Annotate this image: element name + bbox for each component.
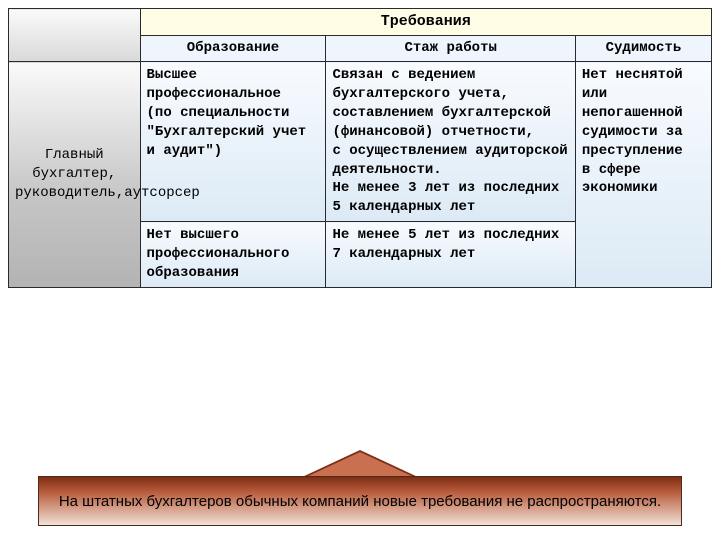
header-requirements: Требования	[140, 9, 711, 36]
col-education: Образование	[140, 36, 326, 62]
cell-conviction: Нет неснятой или непогашенной судимости …	[575, 62, 711, 288]
col-experience: Стаж работы	[326, 36, 575, 62]
cell-exp2: Не менее 5 лет из последних7 календарных…	[326, 222, 575, 288]
slide-root: Требования Образование Стаж работы Судим…	[8, 8, 712, 532]
row-head: Главный бухгалтер, руководитель,аутсорсе…	[9, 62, 141, 288]
cell-edu2: Нет высшего профессионального образовани…	[140, 222, 326, 288]
requirements-table: Требования Образование Стаж работы Судим…	[8, 8, 712, 288]
cell-exp1: Связан с ведением бухгалтерского учета, …	[326, 62, 575, 222]
callout-text: На штатных бухгалтеров обычных компаний …	[38, 476, 682, 526]
col-conviction: Судимость	[575, 36, 711, 62]
callout-arrow: На штатных бухгалтеров обычных компаний …	[38, 450, 682, 526]
corner-cell	[9, 9, 141, 62]
arrow-head-fill	[304, 452, 416, 478]
